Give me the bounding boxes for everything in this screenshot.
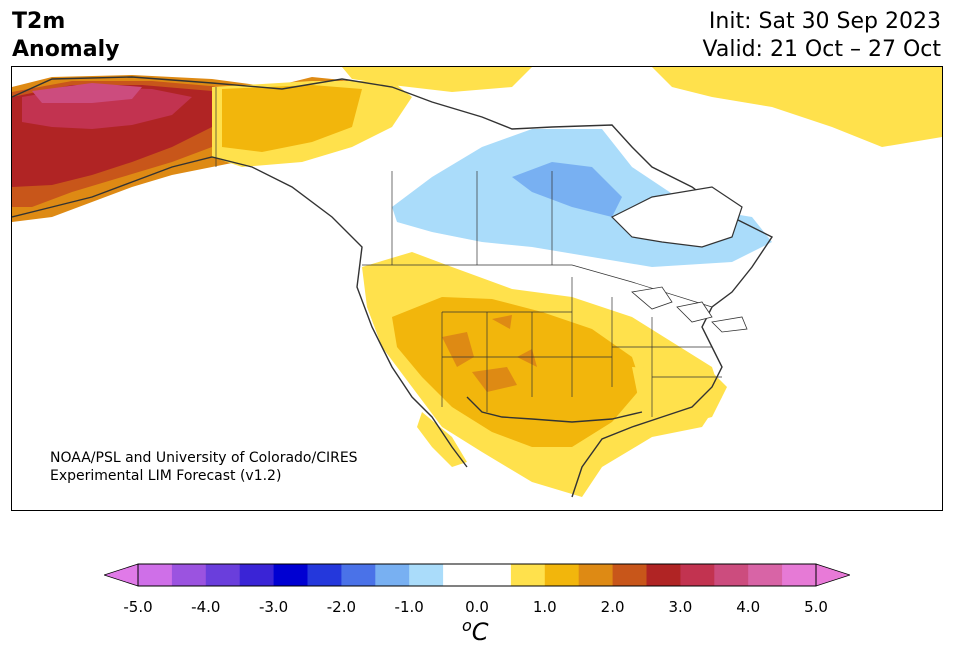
colorbar-tick-label: -2.0 xyxy=(326,598,357,616)
colorbar-tick-label: 5.0 xyxy=(804,598,828,616)
colorbar-cell xyxy=(375,564,410,586)
colorbar-cell xyxy=(646,564,681,586)
colorbar-cell xyxy=(714,564,749,586)
us-warm-orange-1 xyxy=(442,332,474,367)
us-warm-orange-4 xyxy=(492,315,512,329)
colorbar-tick-label: 1.0 xyxy=(532,598,557,616)
colorbar-tick-label: -5.0 xyxy=(123,598,153,616)
colorbar-cell xyxy=(409,564,444,586)
colorbar xyxy=(104,563,850,587)
colorbar-cell xyxy=(510,564,546,586)
init-date: Init: Sat 30 Sep 2023 xyxy=(708,9,941,34)
yukon-anomaly-gold xyxy=(222,85,362,152)
colorbar-cell xyxy=(612,564,647,586)
colorbar-cell xyxy=(477,564,512,586)
colorbar-tick-label: 3.0 xyxy=(668,598,693,616)
colorbar-tick-label: 0.0 xyxy=(465,598,489,616)
canada-cold-medium xyxy=(512,162,622,217)
credit-text: NOAA/PSL and University of Colorado/CIRE… xyxy=(50,449,358,485)
arctic-anomaly-yellow-2 xyxy=(342,67,532,92)
colorbar-unit: oC xyxy=(462,616,489,646)
colorbar-cell xyxy=(341,564,376,586)
baja-yellow xyxy=(417,412,467,467)
colorbar-tick-label: 4.0 xyxy=(736,598,761,616)
credit-line-1: NOAA/PSL and University of Colorado/CIRE… xyxy=(50,450,358,466)
gulf-coast-yellow xyxy=(632,367,727,427)
anomaly-map: NOAA/PSL and University of Colorado/CIRE… xyxy=(11,66,943,511)
title-line-1: T2m xyxy=(12,9,66,34)
colorbar-tick-label: -4.0 xyxy=(191,598,221,616)
colorbar-cells xyxy=(138,564,817,586)
colorbar-cell xyxy=(782,564,817,586)
unit-letter: C xyxy=(471,618,489,646)
colorbar-cell xyxy=(273,564,308,586)
title-line-2: Anomaly xyxy=(12,37,120,62)
credit-line-2: Experimental LIM Forecast (v1.2) xyxy=(50,468,282,484)
colorbar-cell xyxy=(544,564,580,586)
valid-dates: Valid: 21 Oct – 27 Oct xyxy=(702,37,941,62)
arctic-anomaly-yellow xyxy=(652,67,942,147)
alaska-anomaly-pink xyxy=(32,83,142,103)
colorbar-tick-label: -3.0 xyxy=(258,598,289,616)
unit-degree: o xyxy=(462,616,472,635)
map-title: T2m Anomaly xyxy=(12,8,119,64)
colorbar-tick-label: -1.0 xyxy=(394,598,424,616)
colorbar-cell xyxy=(307,564,342,586)
colorbar-cell xyxy=(443,564,478,586)
forecast-dates: Init: Sat 30 Sep 2023 Valid: 21 Oct – 27… xyxy=(703,8,941,64)
colorbar-outline xyxy=(137,563,817,587)
colorbar-under-triangle xyxy=(104,563,139,587)
great-lakes xyxy=(631,286,748,333)
colorbar-cell xyxy=(748,564,783,586)
political-borders xyxy=(215,87,722,417)
colorbar-tick-label: 2.0 xyxy=(600,598,625,616)
hudson-bay xyxy=(610,186,743,248)
colorbar-tick-labels: -5.0 -4.0 -3.0 -2.0 -1.0 0.0 1.0 2.0 3.0 4.0 5.0 xyxy=(0,598,953,618)
colorbar-cell xyxy=(239,564,275,586)
colorbar-cell xyxy=(578,564,614,586)
colorbar-over-triangle xyxy=(815,563,850,587)
colorbar-cell xyxy=(205,564,241,586)
colorbar-cell xyxy=(138,564,173,586)
colorbar-cell xyxy=(171,564,207,586)
us-warm-orange-2 xyxy=(472,367,517,392)
colorbar-cell xyxy=(680,564,715,586)
map-canvas xyxy=(12,67,942,498)
